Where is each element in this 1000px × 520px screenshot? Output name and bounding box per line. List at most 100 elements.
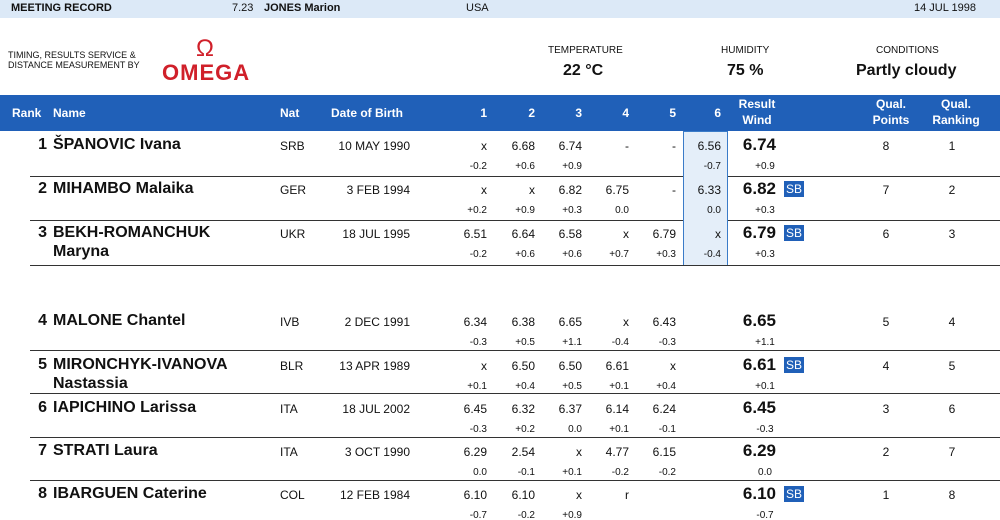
athlete-name: BEKH-ROMANCHUK bbox=[53, 224, 211, 241]
nat: ITA bbox=[280, 402, 298, 416]
attempt: 6.10 bbox=[511, 488, 535, 502]
dob: 3 OCT 1990 bbox=[344, 445, 410, 459]
attempt: 6.79 bbox=[652, 227, 676, 241]
rank: 8 bbox=[38, 485, 47, 502]
attempt: r bbox=[625, 488, 629, 502]
attempt: 6.56 bbox=[697, 139, 721, 153]
column-header: Date of Birth bbox=[331, 106, 403, 120]
attempt: 6.15 bbox=[652, 445, 676, 459]
athlete-name: Maryna bbox=[53, 243, 110, 260]
result: 6.45 bbox=[742, 398, 776, 417]
result: 6.79 bbox=[742, 223, 776, 242]
sb-badge: SB bbox=[784, 225, 805, 241]
rank: 1 bbox=[38, 136, 47, 153]
column-header: Result bbox=[738, 97, 776, 111]
attempt: x bbox=[481, 183, 487, 197]
qual-ranking: 8 bbox=[948, 488, 956, 502]
athlete-name: MIRONCHYK-IVANOVA bbox=[53, 356, 228, 373]
attempt: x bbox=[576, 445, 582, 459]
attempt-wind: +0.5 bbox=[515, 337, 535, 348]
column-header: Ranking bbox=[932, 113, 980, 127]
result-wind: +0.1 bbox=[755, 381, 775, 392]
attempt: 6.10 bbox=[463, 488, 487, 502]
record-label: MEETING RECORD bbox=[11, 2, 112, 14]
table-header bbox=[0, 95, 1000, 131]
attempt: 6.61 bbox=[605, 359, 629, 373]
row-separator bbox=[30, 480, 1000, 481]
nat: ITA bbox=[280, 445, 298, 459]
attempt-wind: +0.7 bbox=[609, 249, 629, 260]
nat: IVB bbox=[280, 315, 300, 329]
record-date: 14 JUL 1998 bbox=[914, 2, 976, 14]
attempt: 6.24 bbox=[652, 402, 676, 416]
column-header: 3 bbox=[575, 106, 582, 120]
humidity: 75 % bbox=[727, 62, 764, 79]
attempt-wind: +0.9 bbox=[562, 161, 582, 172]
column-header: Qual. bbox=[875, 97, 906, 111]
column-header: 1 bbox=[480, 106, 487, 120]
result-wind: +0.3 bbox=[755, 205, 775, 216]
attempt: x bbox=[481, 359, 487, 373]
result-wind: -0.7 bbox=[756, 510, 774, 520]
attempt-wind: +1.1 bbox=[562, 337, 582, 348]
qual-ranking: 5 bbox=[948, 359, 956, 373]
attempt: 6.29 bbox=[463, 445, 487, 459]
attempt-wind: +0.4 bbox=[656, 381, 676, 392]
record-mark: 7.23 bbox=[232, 2, 254, 14]
result-wind: +0.9 bbox=[755, 161, 775, 172]
column-header: Points bbox=[872, 113, 910, 127]
temperature-label: TEMPERATURE bbox=[548, 45, 623, 56]
attempt-wind: -0.1 bbox=[658, 424, 676, 435]
attempt-wind: +0.1 bbox=[467, 381, 487, 392]
result: 6.61 bbox=[742, 355, 776, 374]
result-wind: 0.0 bbox=[758, 467, 772, 478]
row-separator bbox=[30, 220, 1000, 221]
attempt: 6.45 bbox=[463, 402, 487, 416]
humidity-label: HUMIDITY bbox=[721, 45, 770, 56]
athlete-name: IBARGUEN Caterine bbox=[53, 485, 207, 502]
result: 6.82 bbox=[742, 179, 776, 198]
qual-points: 3 bbox=[882, 402, 890, 416]
attempt-wind: +0.9 bbox=[562, 510, 582, 520]
result-wind: -0.3 bbox=[756, 424, 774, 435]
rank: 5 bbox=[38, 356, 47, 373]
attempt-wind: -0.3 bbox=[469, 424, 487, 435]
result: 6.29 bbox=[742, 441, 776, 460]
logo-symbol: Ω bbox=[196, 35, 214, 62]
row-separator bbox=[30, 176, 1000, 177]
attempt-wind: +0.2 bbox=[515, 424, 535, 435]
dob: 10 MAY 1990 bbox=[338, 139, 410, 153]
rank: 7 bbox=[38, 442, 47, 459]
attempt-wind: -0.2 bbox=[469, 161, 487, 172]
attempt: 6.82 bbox=[558, 183, 582, 197]
attempt-wind: +0.4 bbox=[515, 381, 535, 392]
dob: 18 JUL 1995 bbox=[342, 227, 410, 241]
attempt-wind: +0.1 bbox=[609, 424, 629, 435]
attempt: 6.51 bbox=[463, 227, 487, 241]
attempt-wind: -0.7 bbox=[469, 510, 487, 520]
attempt: x bbox=[715, 227, 721, 241]
attempt: - bbox=[672, 183, 676, 197]
column-header: 5 bbox=[669, 106, 676, 120]
qual-points: 7 bbox=[882, 183, 890, 197]
record-holder: JONES Marion bbox=[264, 2, 341, 14]
attempt: 6.43 bbox=[652, 315, 676, 329]
qual-points: 5 bbox=[882, 315, 890, 329]
attempt-wind: -0.7 bbox=[703, 161, 721, 172]
sb-badge: SB bbox=[784, 357, 805, 373]
qual-points: 2 bbox=[882, 445, 890, 459]
attempt-wind: +0.3 bbox=[562, 205, 582, 216]
attempt: 6.32 bbox=[511, 402, 535, 416]
athlete-name: STRATI Laura bbox=[53, 442, 158, 459]
attempt: x bbox=[481, 139, 487, 153]
result: 6.74 bbox=[742, 135, 776, 154]
attempt-wind: +0.1 bbox=[562, 467, 582, 478]
attempt: x bbox=[623, 227, 629, 241]
highlight-cell bbox=[683, 131, 728, 177]
attempt-wind: +0.5 bbox=[562, 381, 582, 392]
athlete-name: MIHAMBO Malaika bbox=[53, 180, 194, 197]
conditions-label: CONDITIONS bbox=[876, 45, 939, 56]
attempt-wind: -0.4 bbox=[703, 249, 721, 260]
row-separator bbox=[30, 265, 1000, 266]
attempt: 6.37 bbox=[558, 402, 582, 416]
